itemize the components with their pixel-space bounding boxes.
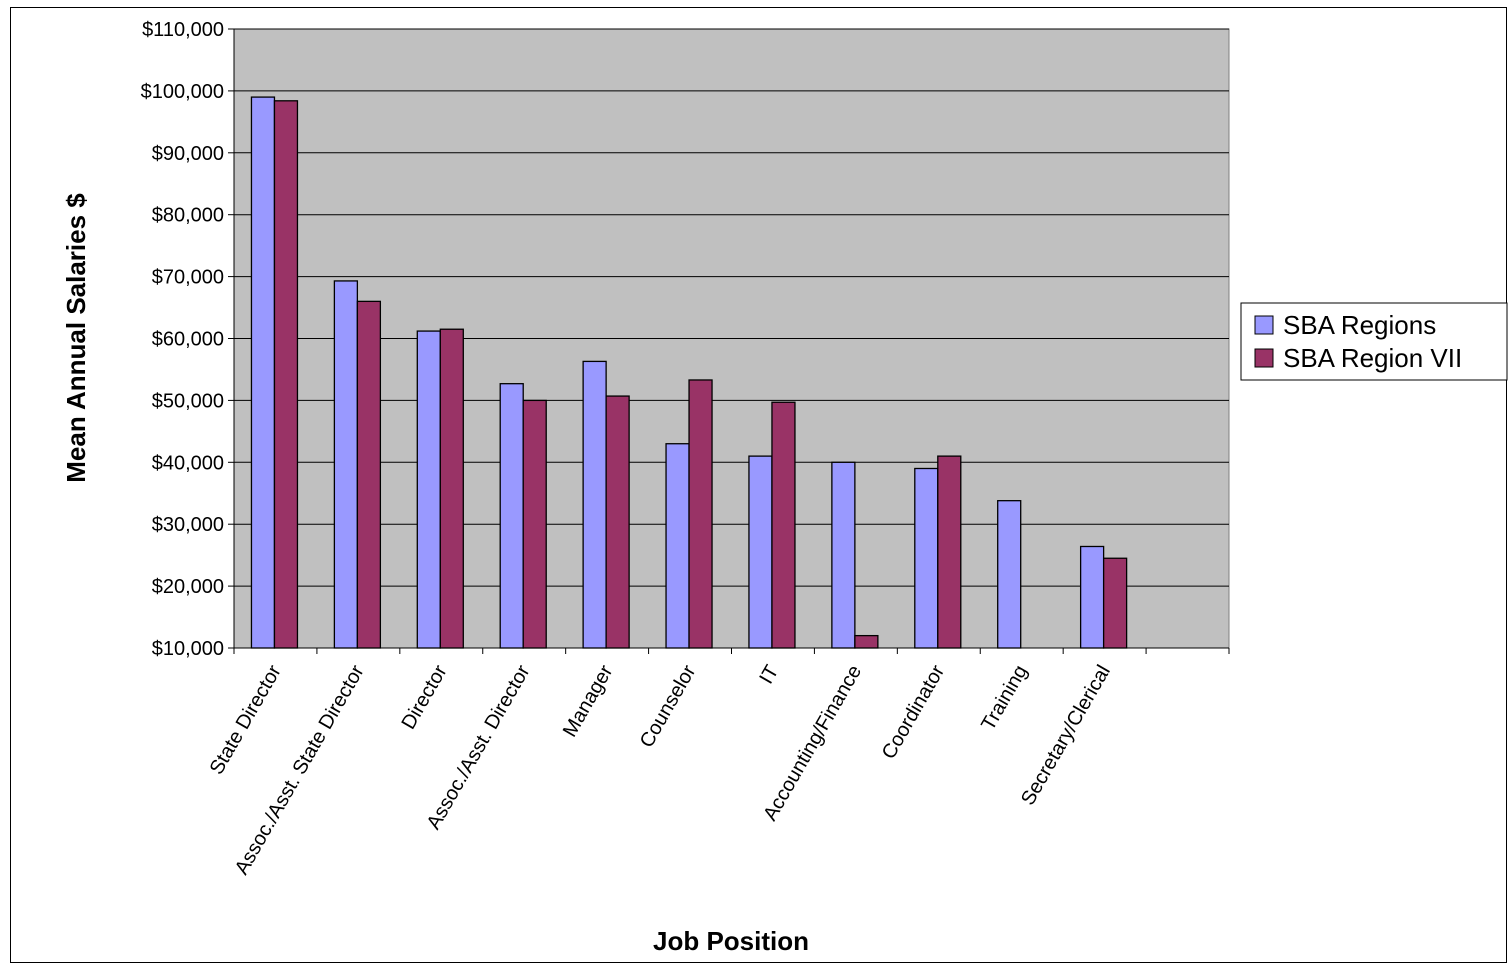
bar-sba-region-vii: [1102, 557, 1128, 649]
y-tick-label: $50,000: [152, 390, 224, 412]
bar-sba-regions: [582, 360, 607, 649]
y-ticks: $10,000 $20,000 $30,000 $40,000 $50,000 $60,0…: [141, 19, 234, 660]
x-tick-label: State Director: [206, 661, 286, 778]
x-tick-label: Counselor: [636, 661, 701, 751]
legend-swatch-sba-regions: [1254, 315, 1274, 335]
bar-sba-regions: [416, 330, 441, 649]
bar-sba-regions: [831, 461, 856, 649]
bar-sba-regions: [1079, 545, 1105, 649]
legend-box: [1240, 302, 1508, 381]
y-tick-label: $110,000: [142, 19, 224, 41]
grid-lines: [234, 28, 1229, 587]
y-tick-label: $80,000: [152, 205, 224, 227]
x-tick-label: Training: [977, 662, 1032, 735]
x-axis-title: Job Position: [653, 926, 809, 956]
bar-sba-region-vii: [854, 634, 879, 649]
y-tick-label: $100,000: [141, 81, 224, 103]
bar-sba-region-vii: [522, 399, 547, 649]
bar-sba-regions: [499, 383, 524, 649]
bar-sba-regions: [748, 455, 773, 649]
legend-label-sba-region-vii: SBA Region VII: [1283, 343, 1462, 373]
y-tick-label: $70,000: [152, 267, 224, 289]
y-tick-label: $20,000: [152, 576, 224, 598]
y-axis-title: Mean Annual Salaries $: [61, 193, 91, 483]
bar-sba-region-vii: [937, 455, 962, 649]
y-tick-label: $30,000: [152, 514, 224, 536]
y-tick-label: $60,000: [152, 329, 224, 351]
legend: SBA Regions SBA Region VII: [1240, 302, 1508, 381]
bars: [250, 96, 1128, 649]
y-tick-label: $40,000: [152, 452, 224, 474]
legend-swatch-sba-region-vii: [1254, 348, 1274, 368]
x-tick-label: Director: [398, 661, 452, 733]
bar-sba-region-vii: [439, 328, 464, 649]
bar-sba-region-vii: [356, 300, 382, 649]
y-tick-label: $90,000: [152, 143, 224, 165]
bar-sba-regions: [250, 96, 276, 649]
bar-sba-regions: [914, 467, 939, 649]
legend-label-sba-regions: SBA Regions: [1283, 310, 1436, 340]
x-tick-label: Manager: [559, 661, 618, 741]
bar-sba-regions: [997, 500, 1022, 649]
x-ticks: [233, 648, 1230, 654]
x-tick-label: IT: [755, 662, 783, 688]
bar-sba-regions: [665, 443, 690, 649]
bar-sba-region-vii: [688, 379, 713, 649]
bar-sba-region-vii: [771, 401, 796, 649]
x-tick-label: Secretary/Clerical: [1017, 662, 1115, 810]
x-tick-label: Coordinator: [878, 661, 949, 763]
bar-sba-region-vii: [605, 395, 630, 649]
y-tick-label: $10,000: [152, 638, 224, 660]
bar-sba-regions: [333, 280, 359, 649]
bar-sba-region-vii: [273, 100, 299, 649]
